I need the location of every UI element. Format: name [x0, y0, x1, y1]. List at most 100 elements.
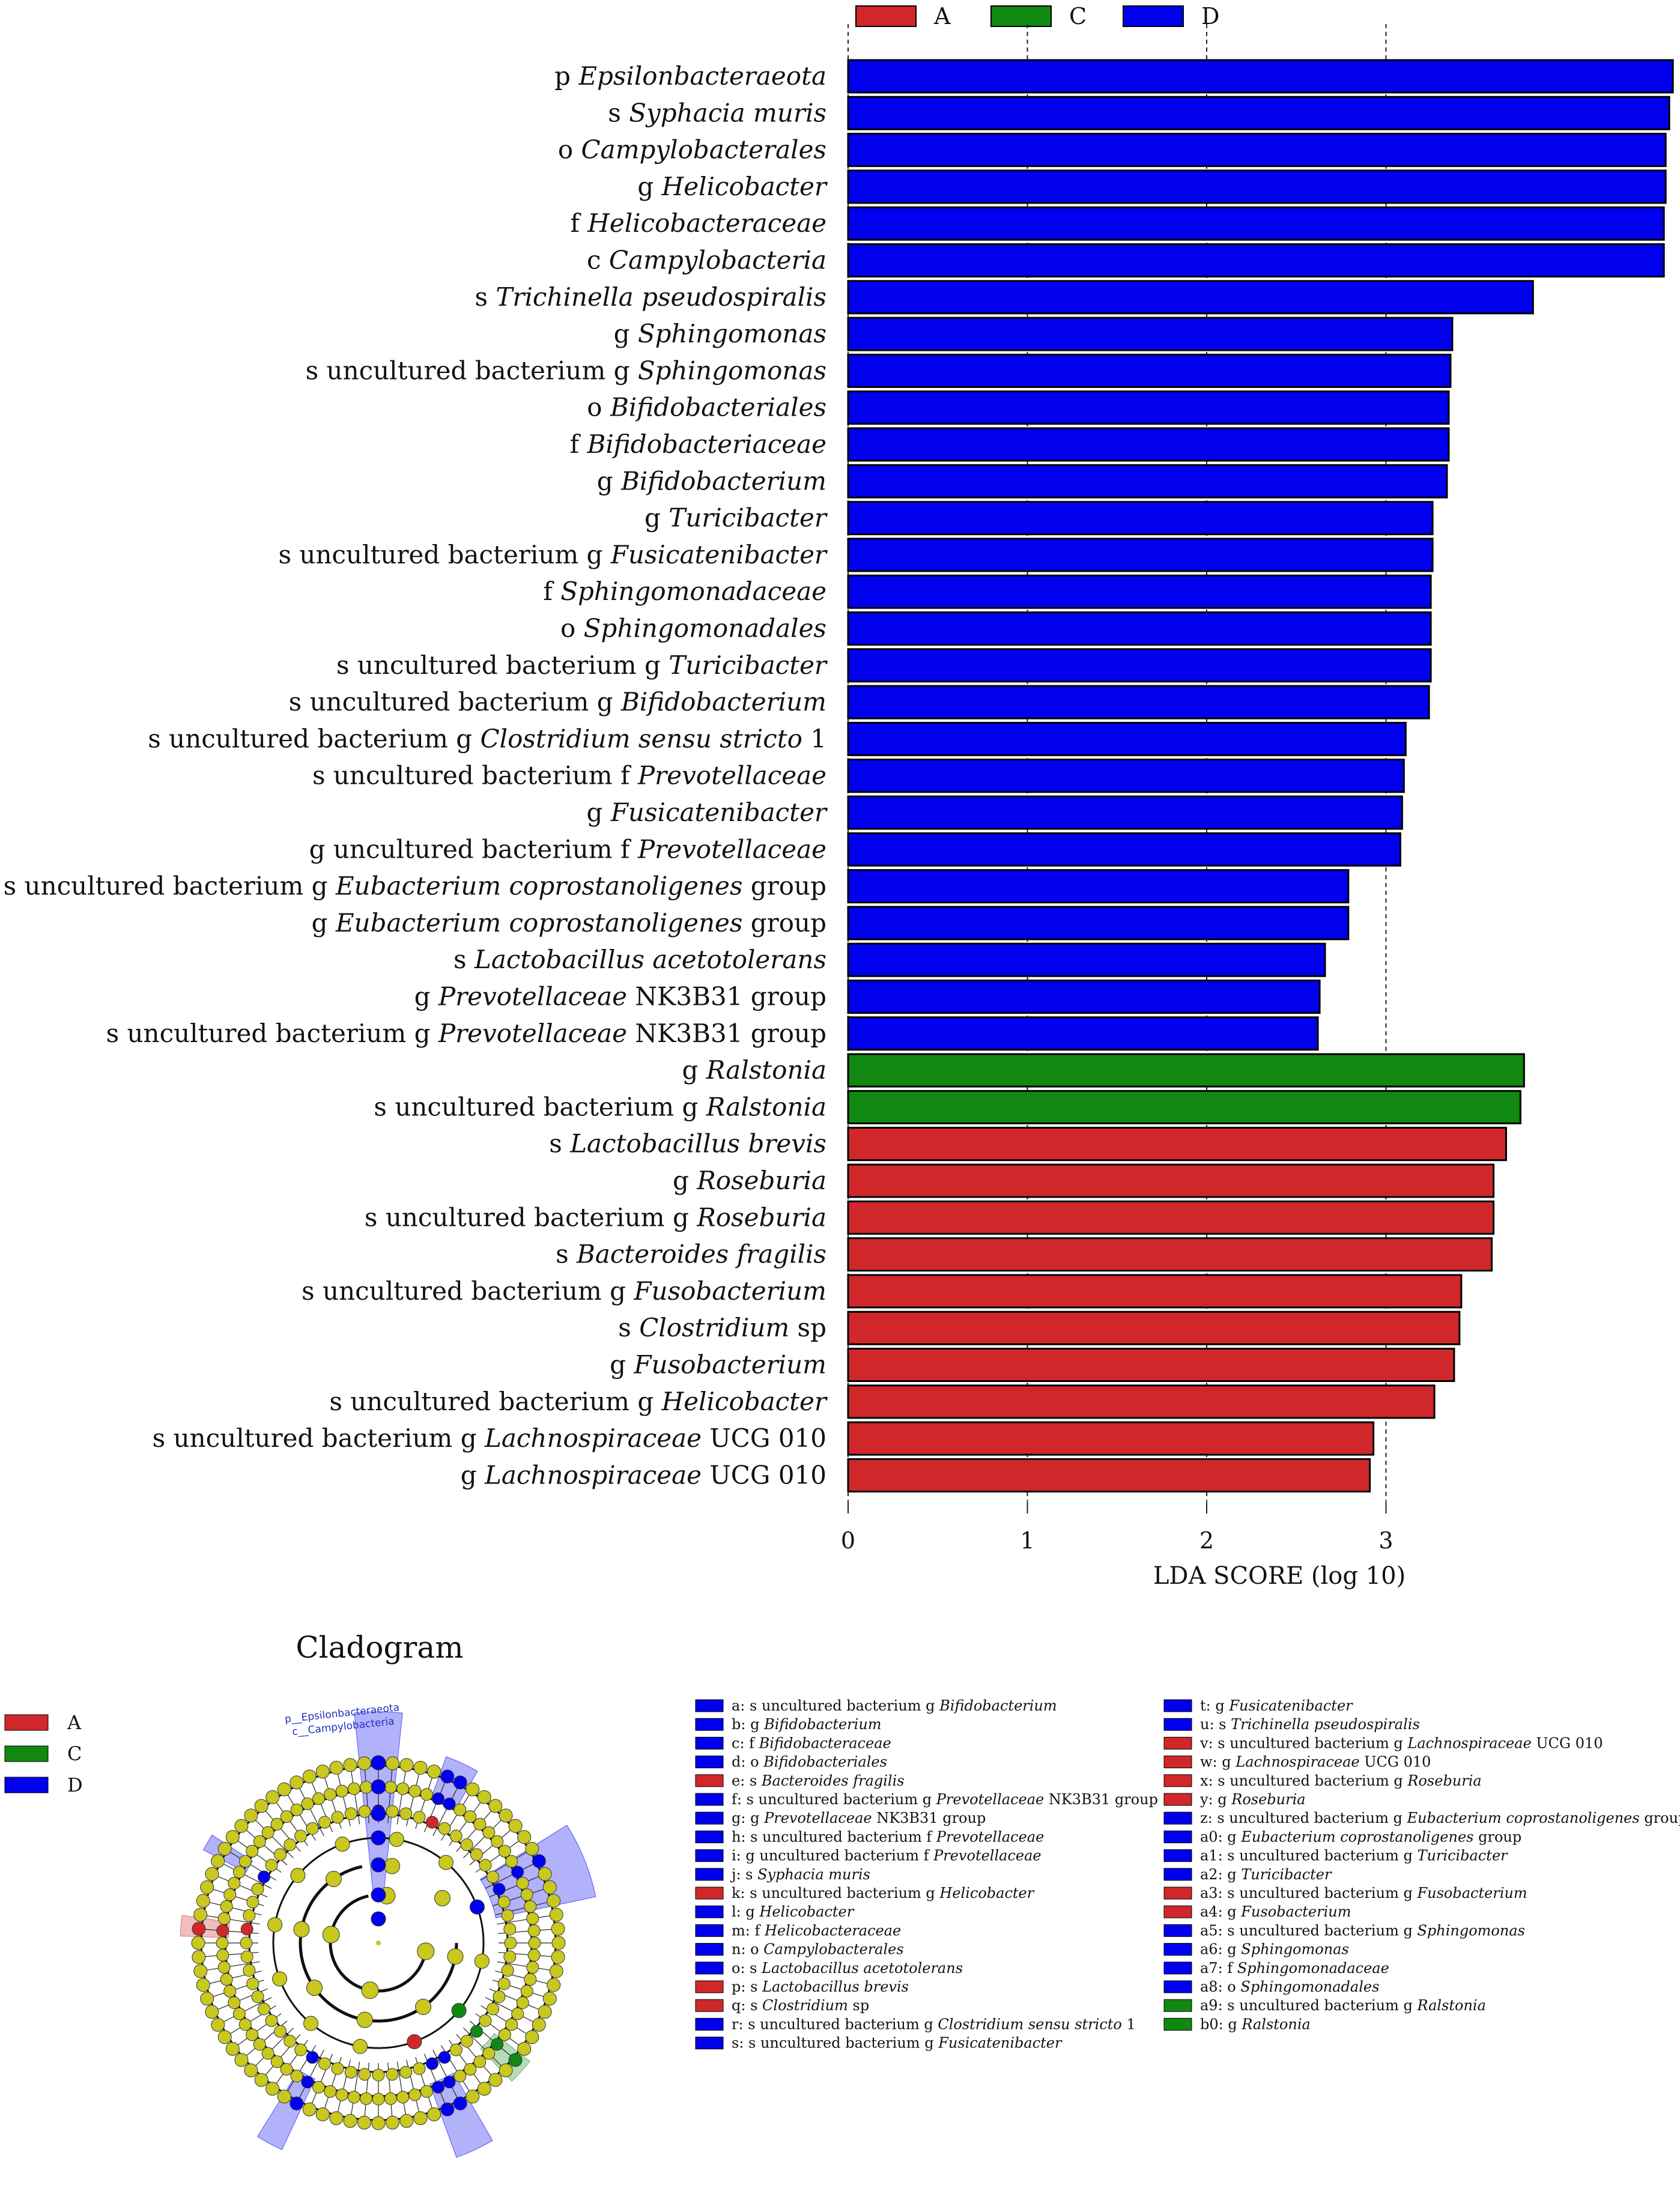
text-part: Prevotellaceae	[438, 1019, 627, 1048]
clado-node	[253, 1835, 266, 1848]
text-part: Eubacterium coprostanoligenes	[335, 908, 743, 938]
text-part: Fusobacterium	[1416, 1885, 1527, 1902]
text-part: Eubacterium coprostanoligenes	[335, 871, 743, 901]
bar-A	[847, 1421, 1375, 1456]
clado-node	[232, 2007, 246, 2020]
key-entry: l: g Helicobacter	[732, 1903, 855, 1920]
bar-D	[847, 206, 1665, 241]
bar-A	[847, 1237, 1493, 1272]
text-part: a8: o	[1200, 1978, 1240, 1995]
text-part: s uncultured bacterium g	[302, 1276, 634, 1306]
clado-node	[520, 1888, 533, 1902]
bar-A	[847, 1200, 1495, 1235]
clado-node	[477, 2082, 491, 2096]
clado-node	[257, 1870, 270, 1883]
text-part: Sphingomonadales	[1240, 1978, 1379, 1995]
key-entry: b: g Bifidobacterium	[732, 1716, 882, 1733]
bar-D	[847, 685, 1430, 720]
bar-D	[847, 1016, 1319, 1051]
text-part: Bifidobacterium	[620, 466, 826, 495]
text-part: a9: s uncultured bacterium g	[1200, 1997, 1417, 2014]
bar-D	[847, 648, 1432, 683]
bar-D	[847, 611, 1432, 646]
bar-label: f Sphingomonadaceae	[543, 577, 826, 606]
key-swatch-A	[1163, 1756, 1192, 1769]
text-part: l: g	[732, 1903, 759, 1920]
text-part: a: s uncultured bacterium g	[732, 1697, 939, 1714]
bar-A	[847, 1458, 1371, 1492]
text-part: s	[556, 1240, 577, 1269]
clado-node	[501, 1909, 514, 1922]
text-part: Bifidobacteriaceae	[587, 429, 827, 459]
clado-node	[420, 1788, 433, 1801]
key-swatch-A	[695, 1980, 724, 1993]
text-part: Sphingomonas	[638, 319, 826, 348]
text-part: NK3B31 group	[872, 1810, 986, 1826]
key-swatch-A	[695, 1774, 724, 1787]
clado-node	[508, 1819, 523, 1833]
text-part: j: s	[730, 1866, 757, 1883]
text-part: o	[560, 614, 584, 643]
key-entry: a9: s uncultured bacterium g Ralstonia	[1200, 1997, 1486, 2014]
lda-x-axis: 0 1 2 3	[841, 1501, 1673, 1554]
text-part: Lactobacillus brevis	[762, 1978, 909, 1995]
text-part: g	[461, 1460, 485, 1489]
clado-node	[386, 2068, 399, 2081]
clado-node	[440, 1769, 455, 1784]
text-part: Helicobacter	[661, 1387, 828, 1416]
bar-D	[847, 869, 1350, 904]
clado-node	[371, 1755, 386, 1771]
text-part: Sphingomonadaceae	[1237, 1960, 1389, 1977]
clado-node	[525, 2030, 539, 2044]
clado-node	[498, 2028, 511, 2041]
text-part: Roseburia	[1407, 1772, 1481, 1789]
key-swatch-D	[695, 2017, 724, 2031]
bar-label: p Epsilonbacteraeota	[554, 61, 826, 91]
clado-node	[449, 1829, 462, 1843]
text-part: b: g	[732, 1716, 764, 1733]
clado-node	[216, 1924, 229, 1938]
key-swatch-D	[1163, 1868, 1192, 1881]
text-part: Lactobacillus acetotolerans	[761, 1960, 963, 1977]
clade-shade	[479, 1825, 596, 1918]
lda-bar-labels: p Epsilonbacteraeota s Syphacia muris o Ca…	[4, 61, 828, 1489]
text-part: Clostridium sensu stricto	[938, 2016, 1122, 2032]
bar-D	[847, 501, 1434, 536]
bar-label: g Prevotellaceae NK3B31 group	[414, 982, 826, 1011]
bar-D	[847, 390, 1450, 425]
clado-node	[331, 1811, 344, 1824]
cladogram-key: a: s uncultured bacterium g Bifidobacter…	[695, 1697, 1680, 2052]
clado-node	[449, 2043, 462, 2056]
text-part: group	[1473, 1828, 1521, 1845]
key-entry: g: g Prevotellaceae NK3B31 group	[732, 1810, 986, 1826]
text-part: Lactobacillus acetotolerans	[474, 945, 826, 974]
clado-node	[254, 1799, 268, 1813]
clado-node	[517, 1830, 532, 1844]
clado-ring	[299, 1863, 458, 2023]
text-part: NK3B31 group	[1044, 1791, 1158, 1808]
text-part: Turicibacter	[669, 650, 828, 680]
text-part: n: o	[732, 1941, 763, 1958]
bar-label: s Lactobacillus brevis	[549, 1129, 826, 1159]
bar-label: s uncultured bacterium g Bifidobacterium	[289, 687, 826, 717]
text-part: s	[549, 1129, 570, 1159]
clado-node	[191, 1936, 205, 1950]
text-part: Sphingomonas	[638, 356, 826, 385]
text-part: Lachnospiraceae	[1235, 1754, 1359, 1771]
clado-node	[193, 1908, 208, 1922]
text-part: group	[742, 871, 826, 901]
clado-node	[371, 1911, 386, 1927]
text-part: g	[637, 172, 661, 201]
text-part: Fusobacterium	[1240, 1903, 1351, 1920]
clado-node	[306, 2051, 319, 2064]
text-part: s uncultured bacterium g	[365, 1202, 697, 1232]
key-entry: o: s Lactobacillus acetotolerans	[732, 1960, 963, 1977]
clado-node	[347, 1782, 360, 1795]
key-swatch-D	[695, 1962, 724, 1975]
bar-label: s uncultured bacterium g Eubacterium cop…	[4, 871, 826, 901]
clado-node	[274, 2025, 287, 2038]
clado-node	[223, 1888, 237, 1902]
clado-node	[257, 2002, 270, 2016]
text-part: q: s	[732, 1997, 762, 2014]
clado-node	[251, 1990, 264, 2003]
